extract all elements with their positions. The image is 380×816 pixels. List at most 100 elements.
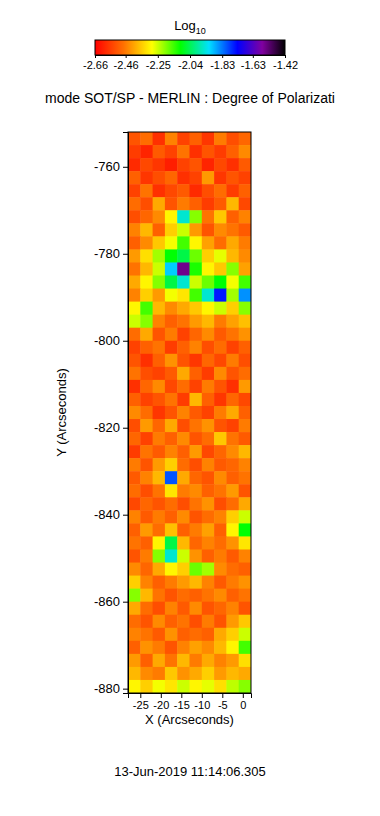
colorbar-tick: -2.46	[114, 55, 139, 71]
colorbar-tick-mark	[285, 55, 286, 58]
heatmap-cell	[202, 328, 215, 342]
heatmap-cell	[202, 615, 215, 629]
heatmap-cell	[226, 276, 239, 290]
heatmap-cell	[177, 510, 190, 524]
heatmap-cell	[190, 289, 203, 303]
heatmap-cell	[140, 236, 153, 250]
heatmap-cell	[239, 641, 251, 655]
colorbar-tick: -1.42	[273, 55, 298, 71]
colorbar-tick-label: -1.63	[241, 59, 266, 71]
heatmap-cell	[153, 210, 166, 224]
heatmap-cell	[165, 471, 178, 485]
heatmap-cell	[177, 471, 190, 485]
heatmap-cell	[140, 302, 153, 316]
heatmap-cells	[128, 132, 251, 693]
heatmap-cell	[165, 536, 178, 550]
heatmap-cell	[239, 523, 251, 537]
heatmap-cell	[165, 197, 178, 211]
heatmap-cell	[226, 419, 239, 433]
heatmap-cell	[165, 667, 178, 681]
heatmap-cell	[202, 510, 215, 524]
heatmap-cell	[165, 158, 178, 172]
heatmap-cell	[190, 484, 203, 498]
heatmap-cell	[214, 380, 227, 394]
heatmap-cell	[239, 354, 251, 368]
y-tick-mark	[123, 167, 128, 168]
heatmap-cell	[202, 210, 215, 224]
heatmap-cell	[190, 549, 203, 563]
heatmap-cell	[177, 484, 190, 498]
heatmap-cell	[128, 576, 141, 590]
colorbar-tick-label: -1.42	[273, 59, 298, 71]
heatmap-cell	[239, 132, 251, 146]
heatmap-cell	[202, 602, 215, 616]
heatmap-cell	[140, 132, 153, 146]
heatmap-cell	[226, 341, 239, 355]
heatmap-cell	[226, 510, 239, 524]
x-tick-mark	[161, 693, 162, 698]
heatmap-cell	[128, 406, 141, 420]
heatmap-cell	[128, 197, 141, 211]
heatmap-cell	[153, 445, 166, 459]
heatmap-cell	[140, 393, 153, 407]
heatmap-cell	[190, 367, 203, 381]
heatmap-cell	[140, 602, 153, 616]
heatmap-cell	[153, 667, 166, 681]
x-tick: 0	[240, 693, 246, 711]
heatmap-cell	[153, 484, 166, 498]
heatmap-cell	[239, 615, 251, 629]
y-tick: -880	[94, 681, 128, 696]
heatmap-cell	[214, 628, 227, 642]
heatmap-cell	[214, 432, 227, 446]
heatmap-cell	[128, 641, 141, 655]
heatmap-cell	[140, 654, 153, 668]
heatmap-cell	[202, 680, 215, 693]
heatmap-cell	[153, 249, 166, 263]
colorbar-tick: -2.04	[178, 55, 203, 71]
heatmap-cell	[214, 576, 227, 590]
x-axis-title: X (Arcseconds)	[145, 712, 234, 727]
heatmap-cell	[214, 249, 227, 263]
heatmap-cell	[165, 680, 178, 693]
heatmap-cell	[226, 471, 239, 485]
heatmap-cell	[153, 602, 166, 616]
heatmap-cell	[128, 367, 141, 381]
y-tick-label: -780	[94, 246, 120, 261]
heatmap-cell	[202, 367, 215, 381]
heatmap-cell	[214, 419, 227, 433]
heatmap-cell	[140, 367, 153, 381]
heatmap-cell	[202, 262, 215, 276]
heatmap-cell	[128, 445, 141, 459]
y-tick-mark	[123, 515, 128, 516]
heatmap-cell	[128, 667, 141, 681]
heatmap-cell	[214, 393, 227, 407]
heatmap-cell	[202, 406, 215, 420]
heatmap-cell	[202, 471, 215, 485]
y-axis: -760-780-800-820-840-860-880	[94, 133, 129, 697]
heatmap-cell	[153, 145, 166, 159]
heatmap-cell	[239, 223, 251, 237]
heatmap-cell	[214, 536, 227, 550]
heatmap-cell	[226, 628, 239, 642]
heatmap-cell	[140, 406, 153, 420]
chart: Log10-2.66-2.46-2.25-2.04-1.83-1.63-1.42…	[0, 0, 380, 816]
heatmap-cell	[128, 223, 141, 237]
heatmap-cell	[165, 497, 178, 511]
x-tick-label: -10	[194, 699, 210, 711]
heatmap-cell	[128, 236, 141, 250]
heatmap-cell	[128, 589, 141, 603]
heatmap-cell	[190, 576, 203, 590]
heatmap-cell	[153, 641, 166, 655]
heatmap-cell	[190, 341, 203, 355]
heatmap-cell	[239, 328, 251, 342]
heatmap-cell	[153, 158, 166, 172]
colorbar	[95, 40, 285, 55]
heatmap-cell	[214, 262, 227, 276]
heatmap-cell	[165, 145, 178, 159]
heatmap-cell	[165, 210, 178, 224]
heatmap-cell	[165, 563, 178, 577]
colorbar-tick-label: -1.83	[210, 59, 235, 71]
heatmap-cell	[226, 432, 239, 446]
heatmap-cell	[202, 563, 215, 577]
heatmap-cell	[128, 419, 141, 433]
